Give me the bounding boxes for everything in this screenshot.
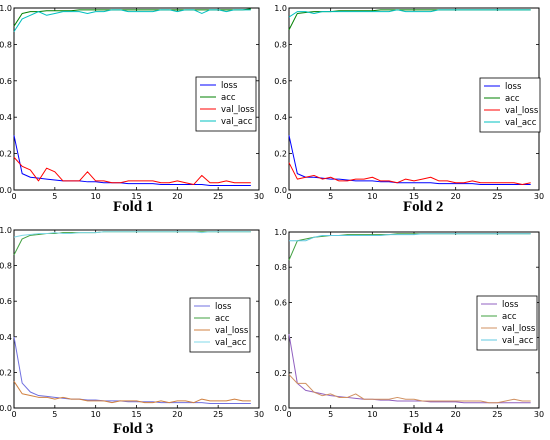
y-tick-label: 0.2 bbox=[274, 150, 287, 159]
legend-label-val-acc: val_acc bbox=[221, 117, 253, 127]
chart-panel-fold-1: 0 5 10 15 20 25 30 0.0 0.2 0.4 0.6 0.8 1.0 loss acc val… bbox=[0, 0, 275, 220]
x-tick-label: 10 bbox=[91, 410, 101, 419]
x-tick-label: 30 bbox=[254, 410, 264, 419]
x-tick-label: 25 bbox=[213, 410, 223, 419]
legend-label-val-acc: val_acc bbox=[505, 118, 537, 128]
x-tick-label: 30 bbox=[254, 192, 264, 201]
series-line-val-acc bbox=[289, 233, 531, 242]
legend-label-val-loss: val_loss bbox=[502, 324, 536, 334]
chart-fold-2: 0 5 10 15 20 25 30 0.0 0.2 0.4 0.6 0.8 1.0 loss acc val… bbox=[274, 4, 544, 201]
legend-label-acc: acc bbox=[502, 312, 517, 322]
fold-2-caption: Fold 2 bbox=[403, 199, 444, 215]
legend-label-loss: loss bbox=[502, 300, 519, 310]
legend-label-val-acc: val_acc bbox=[215, 338, 247, 348]
y-tick-label: 0.0 bbox=[0, 404, 12, 413]
series-line-val-loss bbox=[288, 374, 531, 404]
series-line-loss bbox=[288, 135, 531, 186]
y-tick-label: 1.0 bbox=[274, 228, 287, 237]
legend-label-loss: loss bbox=[215, 302, 232, 312]
chart-fold-1: 0 5 10 15 20 25 30 0.0 0.2 0.4 0.6 0.8 1.0 loss acc val… bbox=[0, 4, 264, 201]
y-tick-label: 0.8 bbox=[0, 262, 12, 271]
x-tick-label: 0 bbox=[286, 410, 291, 419]
fold-4-caption: Fold 4 bbox=[403, 421, 444, 437]
series-line-val-loss bbox=[13, 156, 251, 186]
y-tick-label: 0.2 bbox=[0, 368, 12, 377]
legend-label-val-loss: val_loss bbox=[505, 106, 539, 116]
y-tick-label: 0.6 bbox=[274, 77, 287, 86]
legend-label-val-loss: val_loss bbox=[221, 105, 255, 115]
x-tick-label: 5 bbox=[328, 192, 333, 201]
x-tick-label: 20 bbox=[172, 410, 182, 419]
legend-box bbox=[479, 77, 541, 133]
legend-box bbox=[476, 295, 538, 351]
legend-box bbox=[189, 297, 251, 353]
x-tick-label: 10 bbox=[91, 192, 101, 201]
y-tick-label: 0.4 bbox=[274, 113, 287, 122]
x-tick-label: 10 bbox=[367, 410, 377, 419]
chart-panel-fold-2: 0 5 10 15 20 25 30 0.0 0.2 0.4 0.6 0.8 1.0 loss acc val… bbox=[274, 0, 550, 220]
y-tick-label: 0.6 bbox=[0, 77, 12, 86]
series-line-val-acc bbox=[13, 231, 251, 238]
y-tick-label: 0.6 bbox=[274, 298, 287, 307]
x-tick-label: 25 bbox=[213, 192, 223, 201]
x-tick-label: 15 bbox=[131, 410, 141, 419]
y-tick-label: 1.0 bbox=[0, 226, 12, 235]
series-line-val-loss bbox=[13, 381, 251, 404]
legend-label-loss: loss bbox=[505, 82, 522, 92]
y-tick-label: 0.6 bbox=[0, 297, 12, 306]
x-tick-label: 20 bbox=[451, 410, 461, 419]
legend-box bbox=[195, 76, 257, 132]
y-tick-label: 0.8 bbox=[274, 263, 287, 272]
y-tick-label: 0.4 bbox=[0, 333, 12, 342]
series-line-val-loss bbox=[288, 162, 531, 186]
x-tick-label: 30 bbox=[534, 410, 544, 419]
chart-panel-fold-3: 0 5 10 15 20 25 30 0.0 0.2 0.4 0.6 0.8 1.0 loss acc val… bbox=[0, 220, 275, 440]
y-tick-label: 0.8 bbox=[274, 40, 287, 49]
legend-label-val-loss: val_loss bbox=[215, 326, 249, 336]
x-tick-label: 0 bbox=[11, 410, 16, 419]
series-line-val-acc bbox=[13, 9, 251, 32]
x-tick-label: 25 bbox=[492, 410, 502, 419]
x-tick-label: 5 bbox=[52, 410, 57, 419]
x-tick-label: 20 bbox=[172, 192, 182, 201]
x-tick-label: 5 bbox=[52, 192, 57, 201]
x-tick-label: 20 bbox=[451, 192, 461, 201]
x-tick-label: 15 bbox=[131, 192, 141, 201]
x-tick-label: 10 bbox=[367, 192, 377, 201]
legend-label-acc: acc bbox=[221, 93, 236, 103]
x-tick-label: 30 bbox=[534, 192, 544, 201]
chart-fold-3: 0 5 10 15 20 25 30 0.0 0.2 0.4 0.6 0.8 1.0 loss acc val… bbox=[0, 226, 264, 419]
series-line-val-acc bbox=[288, 9, 531, 18]
y-tick-label: 0.0 bbox=[0, 186, 12, 195]
legend-label-acc: acc bbox=[215, 314, 230, 324]
chart-panel-fold-4: 0 5 10 15 20 25 30 0.0 0.2 0.4 0.6 0.8 1.0 loss acc val… bbox=[274, 220, 550, 440]
y-tick-label: 0.0 bbox=[274, 404, 287, 413]
x-tick-label: 0 bbox=[11, 192, 16, 201]
fold-3-caption: Fold 3 bbox=[113, 421, 154, 437]
x-tick-label: 0 bbox=[286, 192, 291, 201]
y-tick-label: 0.2 bbox=[0, 150, 12, 159]
series-line-loss bbox=[13, 336, 251, 405]
x-tick-label: 5 bbox=[328, 410, 333, 419]
y-tick-label: 1.0 bbox=[0, 4, 12, 13]
chart-fold-4: 0 5 10 15 20 25 30 0.0 0.2 0.4 0.6 0.8 1.0 loss acc val… bbox=[274, 228, 544, 419]
x-tick-label: 15 bbox=[409, 192, 419, 201]
y-tick-label: 1.0 bbox=[274, 4, 287, 13]
y-tick-label: 0.8 bbox=[0, 40, 12, 49]
y-tick-label: 0.4 bbox=[274, 334, 287, 343]
legend-label-loss: loss bbox=[221, 81, 238, 91]
x-tick-label: 15 bbox=[409, 410, 419, 419]
series-line-loss bbox=[13, 135, 251, 186]
fold-1-caption: Fold 1 bbox=[113, 199, 154, 215]
legend-label-val-acc: val_acc bbox=[502, 336, 534, 346]
x-tick-label: 25 bbox=[492, 192, 502, 201]
y-tick-label: 0.4 bbox=[0, 113, 12, 122]
legend-label-acc: acc bbox=[505, 94, 520, 104]
y-tick-label: 0.0 bbox=[274, 186, 287, 195]
y-tick-label: 0.2 bbox=[274, 369, 287, 378]
